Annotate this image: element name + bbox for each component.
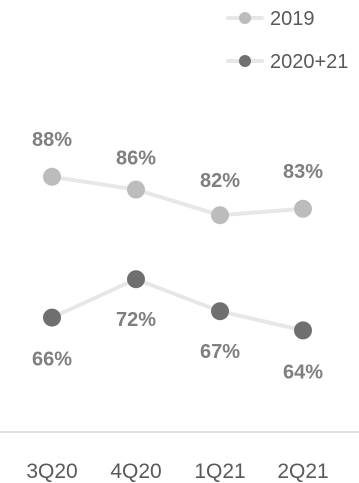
data-label-s1-1Q21: 82% <box>200 170 240 192</box>
data-point-s2-2Q21 <box>294 321 312 340</box>
legend: 2019 2020+21 <box>226 8 348 73</box>
series-markers <box>43 167 312 340</box>
data-label-s2-4Q20: 72% <box>116 309 156 331</box>
data-point-s1-3Q20 <box>43 167 61 186</box>
data-point-s1-2Q21 <box>294 199 312 218</box>
data-point-s1-1Q21 <box>211 206 229 225</box>
legend-marker-1 <box>239 12 251 24</box>
data-point-s2-3Q20 <box>43 308 61 327</box>
data-point-s1-4Q20 <box>127 180 145 199</box>
data-label-s2-1Q21: 67% <box>200 341 240 363</box>
data-point-s2-1Q21 <box>211 302 229 321</box>
data-label-s2-2Q21: 64% <box>283 361 323 383</box>
x-tick-label-4Q20: 4Q20 <box>110 460 161 483</box>
legend-label-2: 2020+21 <box>270 51 348 73</box>
data-label-s2-3Q20: 66% <box>32 349 72 371</box>
series-line-1 <box>50 174 305 218</box>
x-tick-label-1Q21: 1Q21 <box>194 460 245 483</box>
data-labels: 88% 86% 82% 83% 66% 72% 67% 64% <box>32 129 323 384</box>
data-label-s1-4Q20: 86% <box>116 148 156 170</box>
series-line-2 <box>50 277 305 333</box>
data-label-s1-3Q20: 88% <box>32 129 72 151</box>
legend-marker-2 <box>239 55 251 67</box>
data-point-s2-4Q20 <box>127 270 145 289</box>
legend-label-1: 2019 <box>270 8 315 30</box>
data-label-s1-2Q21: 83% <box>283 161 323 183</box>
series-lines <box>50 174 305 333</box>
x-tick-label-2Q21: 2Q21 <box>277 460 328 483</box>
x-tick-label-3Q20: 3Q20 <box>26 460 77 483</box>
x-axis: 3Q20 4Q20 1Q21 2Q21 <box>0 431 359 483</box>
